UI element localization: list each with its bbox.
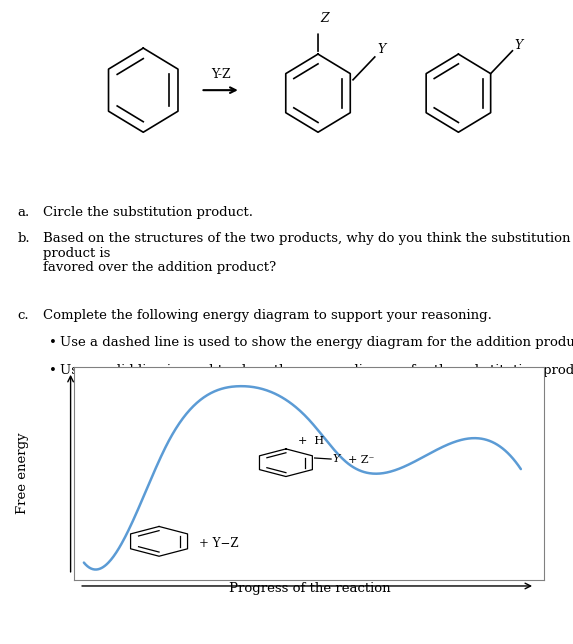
- Text: •: •: [49, 364, 57, 377]
- Text: Z: Z: [320, 12, 329, 25]
- Text: b.: b.: [17, 232, 30, 245]
- Text: favored over the addition product?: favored over the addition product?: [43, 261, 276, 274]
- Text: + Y−Z: + Y−Z: [199, 537, 238, 550]
- Text: Y: Y: [515, 39, 523, 52]
- Text: Complete the following energy diagram to support your reasoning.: Complete the following energy diagram to…: [43, 309, 492, 322]
- Text: Y: Y: [377, 43, 385, 56]
- Text: +  H: + H: [298, 436, 324, 446]
- Text: Circle the substitution product.: Circle the substitution product.: [43, 206, 253, 219]
- Text: Free energy: Free energy: [17, 433, 29, 514]
- Text: Use a dashed line is used to show the energy diagram for the addition product.: Use a dashed line is used to show the en…: [60, 336, 573, 349]
- Text: a.: a.: [17, 206, 29, 219]
- Text: c.: c.: [17, 309, 29, 322]
- X-axis label: Progress of the reaction: Progress of the reaction: [229, 582, 390, 595]
- Text: Use a solid line is used to show the energy diagram for the substitution product: Use a solid line is used to show the ene…: [60, 364, 573, 377]
- Text: Based on the structures of the two products, why do you think the substitution p: Based on the structures of the two produ…: [43, 232, 571, 260]
- Text: •: •: [49, 336, 57, 349]
- Text: + Z⁻: + Z⁻: [348, 455, 375, 465]
- Text: Y-Z: Y-Z: [211, 68, 230, 81]
- Text: Y: Y: [332, 454, 339, 464]
